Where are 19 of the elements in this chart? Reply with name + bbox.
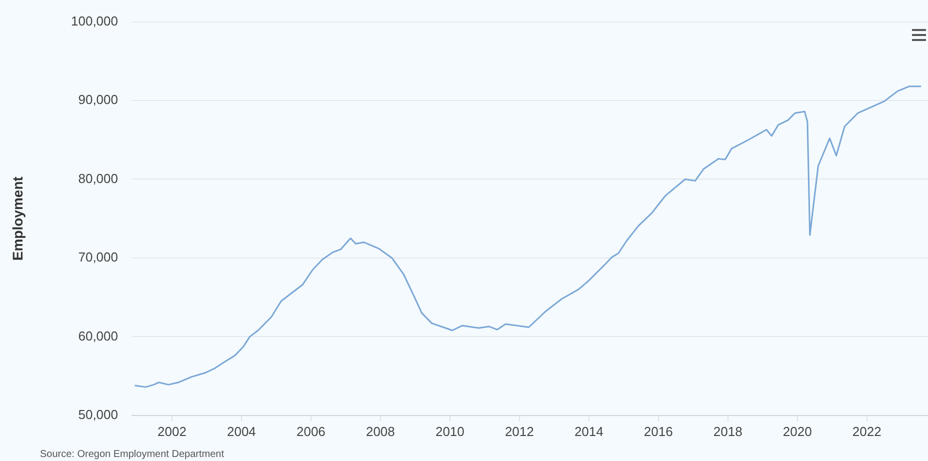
x-tick-label: 2016 [644, 424, 673, 439]
x-tick-label: 2014 [574, 424, 604, 439]
y-axis-title: Employment [9, 176, 26, 261]
y-tick-label: 50,000 [78, 406, 118, 422]
x-tick-label: 2004 [226, 424, 256, 439]
x-tick-label: 2006 [296, 424, 326, 439]
x-tick-label: 2002 [157, 424, 186, 439]
x-tick-label: 2008 [366, 424, 395, 439]
x-tick-label: 2022 [852, 424, 882, 439]
x-tick-label: 2010 [435, 424, 464, 439]
y-tick-label: 60,000 [78, 328, 118, 344]
x-tick-label: 2020 [782, 424, 812, 439]
y-tick-label: 80,000 [78, 170, 118, 186]
x-tick-label: 2012 [504, 424, 534, 439]
y-tick-label: 90,000 [78, 92, 118, 108]
y-tick-label: 100,000 [71, 13, 118, 28]
source-note: Source: Oregon Employment Department [40, 448, 224, 460]
y-tick-label: 70,000 [78, 250, 118, 265]
x-tick-label: 2018 [713, 424, 742, 439]
